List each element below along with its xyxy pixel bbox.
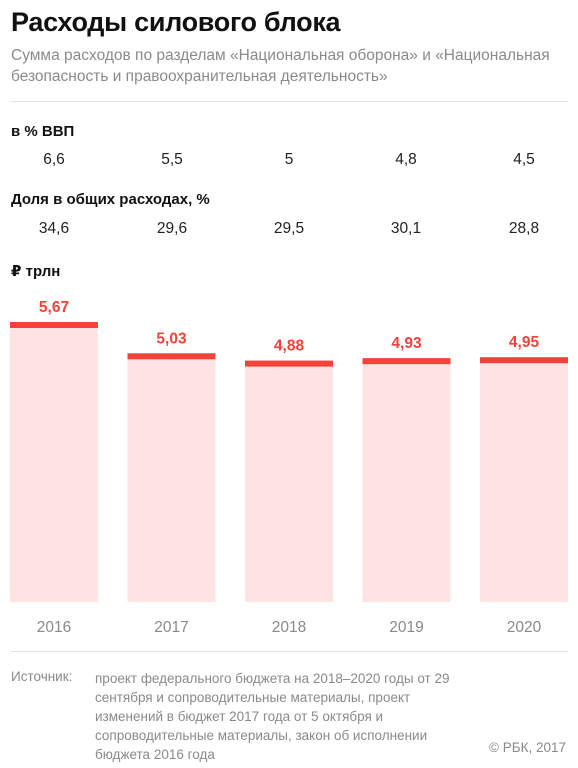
header-divider [11,101,568,102]
data-label-2017: 5,03 [156,330,187,347]
data-label-2018: 4,88 [274,338,305,355]
x-tick-2016: 2016 [37,619,71,636]
gdp-value: 5,5 [161,151,183,168]
bar-cap-2020 [480,357,568,364]
gdp-values-row: 6,6 5,5 5 4,8 4,5 [0,151,578,171]
data-label-2019: 4,93 [391,335,422,352]
share-value: 28,8 [508,220,540,237]
share-section-label: Доля в общих расходах, % [11,191,210,208]
x-tick-2017: 2017 [154,619,188,636]
gdp-value: 6,6 [43,151,65,168]
x-tick-2020: 2020 [507,619,542,636]
bar-2017 [127,356,216,602]
chart-subtitle: Сумма расходов по разделам «Национальная… [11,47,550,85]
source-label: Источник: [11,669,73,684]
source-text: проект федерального бюджета на 2018–2020… [95,671,450,762]
data-label-2020: 4,95 [509,334,540,351]
copyright: © РБК, 2017 [489,740,566,755]
x-tick-2018: 2018 [272,619,306,636]
data-label-2016: 5,67 [39,299,69,316]
share-value: 34,6 [38,220,70,237]
bar-cap-2018 [245,360,333,367]
bar-2020 [480,360,568,602]
share-value: 29,5 [273,220,305,237]
bar-2019 [362,361,451,602]
share-values-row: 34,6 29,6 29,5 30,1 28,8 [0,220,578,240]
gdp-value: 4,8 [395,151,417,168]
bar-cap-2016 [10,322,98,328]
share-value: 29,6 [156,220,188,237]
gdp-value: 4,5 [513,151,535,168]
bar-cap-2019 [362,358,451,365]
chart-title: Расходы силового блока [11,7,341,37]
bar-cap-2017 [127,353,216,360]
share-value: 30,1 [390,220,422,237]
footer-divider [11,651,568,652]
bar-chart: 5,67 2016 5,03 2017 4,88 2018 4,93 2019 4,95 2020 [10,299,568,636]
gdp-value: 5 [284,151,294,168]
x-tick-2019: 2019 [389,619,423,636]
bar-2018 [245,363,333,602]
gdp-section-label: в % ВВП [11,123,75,140]
y-axis-unit-label: ₽ трлн [11,263,61,280]
bar-2016 [10,325,98,602]
